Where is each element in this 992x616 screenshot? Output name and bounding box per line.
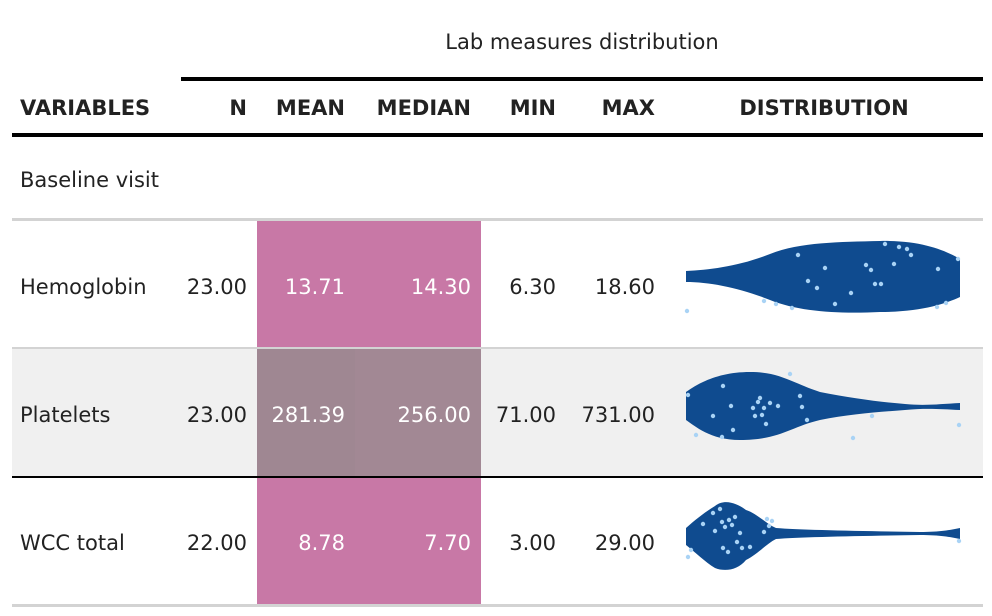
spanner-rule xyxy=(181,77,983,81)
cell-max: 18.60 xyxy=(594,275,655,299)
column-header-mean: MEAN xyxy=(275,96,345,120)
cell-mean: 281.39 xyxy=(271,403,345,427)
cell-variable: Platelets xyxy=(20,403,111,427)
cell-variable: Hemoglobin xyxy=(20,275,147,299)
mean-cell-bg-platelets xyxy=(257,349,355,476)
cell-n: 23.00 xyxy=(186,275,247,299)
row-divider xyxy=(12,347,983,349)
data-points xyxy=(685,506,962,560)
mean-cell-bg-wcc xyxy=(257,478,355,604)
cell-mean: 13.71 xyxy=(284,275,345,299)
cell-min: 71.00 xyxy=(495,403,556,427)
mean-cell-bg-hemoglobin xyxy=(257,221,355,349)
row-divider xyxy=(12,218,983,221)
table-spanner-label: Lab measures distribution xyxy=(445,30,719,54)
cell-n: 23.00 xyxy=(186,403,247,427)
cell-max: 731.00 xyxy=(581,403,655,427)
cell-max: 29.00 xyxy=(594,531,655,555)
column-header-variables: VARIABLES xyxy=(20,96,151,120)
column-header-min: MIN xyxy=(509,96,556,120)
violin-shape xyxy=(686,372,960,440)
violin-shape xyxy=(686,240,960,313)
cell-median: 256.00 xyxy=(397,403,471,427)
data-points xyxy=(685,371,962,441)
violin-plot-platelets xyxy=(685,371,962,441)
violin-shape xyxy=(686,502,960,570)
data-points xyxy=(684,241,961,314)
cell-n: 22.00 xyxy=(186,531,247,555)
cell-median: 14.30 xyxy=(410,275,471,299)
median-cell-bg-hemoglobin xyxy=(355,221,481,349)
median-cell-bg-wcc xyxy=(355,478,481,604)
column-header-n: N xyxy=(229,96,247,120)
column-header-distribution: DISTRIBUTION xyxy=(739,96,909,120)
cell-mean: 8.78 xyxy=(298,531,345,555)
column-header-max: MAX xyxy=(601,96,655,120)
cell-min: 6.30 xyxy=(509,275,556,299)
header-top-rule xyxy=(12,133,983,137)
table-bottom-rule xyxy=(12,604,983,607)
violin-plot-hemoglobin xyxy=(684,240,961,314)
median-cell-bg-platelets xyxy=(355,349,481,476)
column-header-median: MEDIAN xyxy=(376,96,471,120)
cell-min: 3.00 xyxy=(509,531,556,555)
cell-variable: WCC total xyxy=(20,531,125,555)
violin-plot-wcc-total xyxy=(685,502,962,570)
cell-median: 7.70 xyxy=(424,531,471,555)
row-divider-dark xyxy=(12,476,983,478)
group-label: Baseline visit xyxy=(20,168,159,192)
